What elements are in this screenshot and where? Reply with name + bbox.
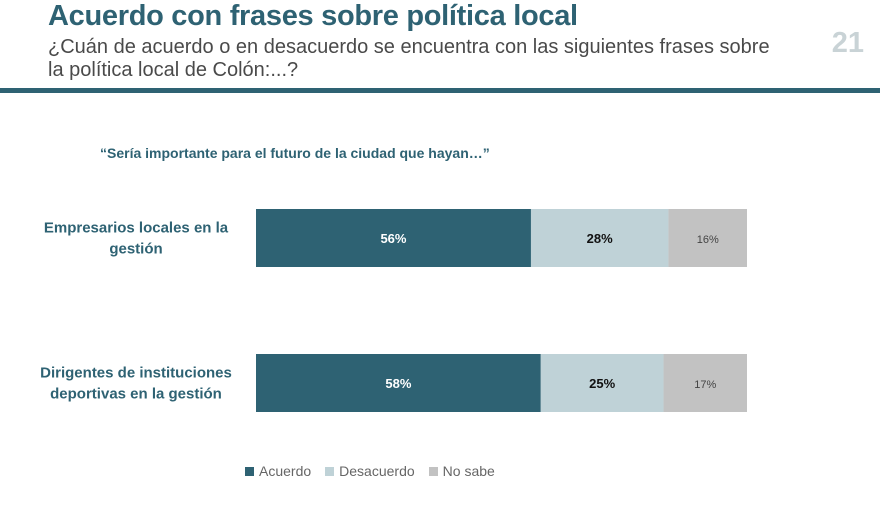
legend-label-acuerdo: Acuerdo (259, 463, 312, 479)
page-title: Acuerdo con frases sobre política local (48, 0, 578, 32)
data-label-acuerdo: 56% (380, 231, 406, 246)
bar-segment-desacuerdo (530, 209, 669, 267)
data-label-desacuerdo: 25% (589, 376, 615, 391)
chart-legend: Acuerdo Desacuerdo No sabe (245, 463, 495, 479)
data-label-no-sabe: 17% (694, 379, 716, 391)
category-label-line: gestión (109, 241, 162, 258)
data-label-acuerdo: 58% (385, 376, 411, 391)
legend-label-no-sabe: No sabe (442, 463, 495, 479)
bar-segment-acuerdo (256, 209, 531, 267)
legend-swatch-acuerdo (245, 466, 254, 476)
page-subtitle: ¿Cuán de acuerdo o en desacuerdo se encu… (48, 36, 770, 81)
chart-title: “Sería importante para el futuro de la c… (100, 145, 490, 161)
data-label-no-sabe: 16% (697, 234, 719, 246)
legend-label-desacuerdo: Desacuerdo (339, 463, 415, 479)
header-divider (0, 88, 880, 93)
legend-item-acuerdo: Acuerdo (245, 463, 311, 479)
category-label-1: Empresarios locales en la gestión (44, 220, 229, 258)
bar-segment-acuerdo (256, 354, 541, 412)
bar-segment-desacuerdo (540, 354, 664, 412)
category-label-line: Dirigentes de instituciones (40, 365, 232, 382)
legend-swatch-desacuerdo (325, 466, 335, 476)
legend-item-desacuerdo: Desacuerdo (325, 463, 415, 479)
legend-swatch-no-sabe (428, 466, 438, 476)
category-label-line: Empresarios locales en la (44, 220, 229, 237)
bar-segment-no-sabe (663, 354, 747, 412)
page-number: 21 (831, 27, 864, 59)
data-label-desacuerdo: 28% (587, 231, 613, 246)
category-label-2: Dirigentes de instituciones deportivas en… (40, 365, 232, 403)
bar-segment-no-sabe (668, 209, 747, 267)
legend-item-no-sabe: No sabe (428, 463, 495, 479)
category-label-line: deportivas en la gestión (50, 386, 222, 403)
